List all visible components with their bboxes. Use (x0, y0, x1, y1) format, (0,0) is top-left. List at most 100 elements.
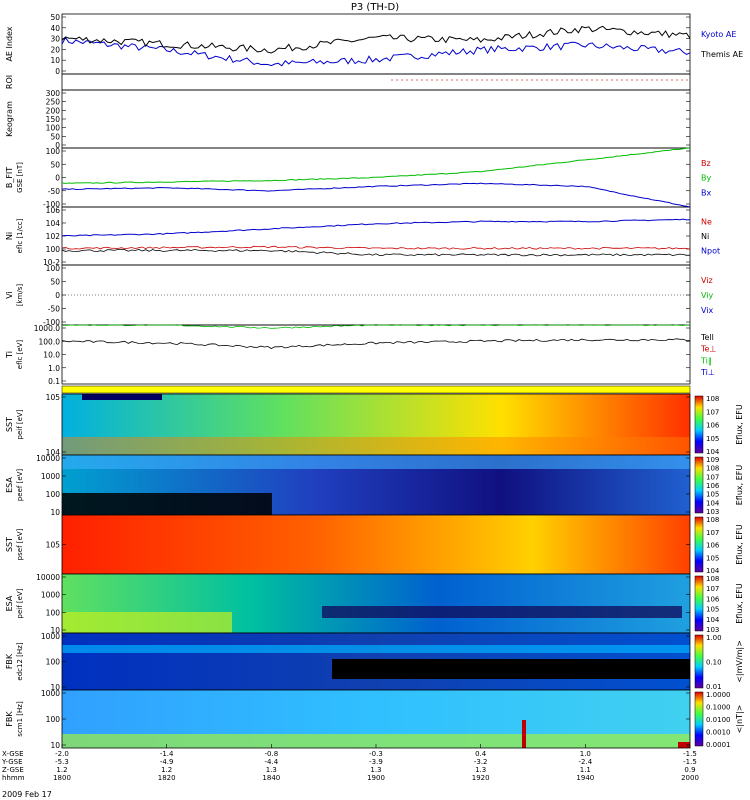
y-axis-label: Ni (5, 232, 14, 240)
y-tick-label: 30 (50, 35, 60, 44)
roi-mark (456, 79, 458, 81)
colorbar-tick: 107 (706, 408, 719, 416)
x-row-label: X-GSE (2, 750, 24, 758)
panel-frame (61, 89, 691, 149)
roi-mark (556, 79, 558, 81)
y-axis-unit: [km/s] (16, 284, 24, 307)
y-tick-label: 106 (46, 206, 61, 215)
y-tick-label: 1000 (41, 689, 60, 698)
roi-mark (481, 79, 483, 81)
panel-frame (61, 324, 691, 385)
y-tick-label: 10 (50, 626, 60, 635)
colorbar-tick: 106 (706, 422, 720, 430)
roi-mark (416, 79, 418, 81)
roi-mark (591, 79, 593, 81)
colorbar-tick: 105 (706, 491, 719, 499)
roi-mark (566, 79, 568, 81)
y-tick-label: -100 (43, 200, 60, 209)
y-tick-label: 100 (46, 147, 61, 156)
panel-frame (61, 73, 691, 91)
roi-mark (671, 79, 673, 81)
roi-mark (411, 79, 413, 81)
roi-mark (576, 79, 578, 81)
y-tick-label: -50 (48, 305, 60, 314)
x-tick-y: -1.5 (683, 758, 697, 766)
y-tick-label: 50 (50, 13, 60, 22)
x-tick-x: 0.4 (475, 750, 487, 758)
colorbar-tick: 103 (706, 626, 719, 634)
y-tick-label: 0 (55, 174, 60, 183)
y-axis-unit: edc12 [Hz] (16, 642, 24, 680)
x-tick-t: 2000 (681, 774, 699, 782)
legend-te: Te⊥ (700, 345, 716, 354)
x-row-label: Y-GSE (1, 758, 23, 766)
y-tick-label: 1000 (41, 472, 60, 481)
panel-roi: ROI (5, 73, 691, 91)
colorbar-tick: 105 (706, 435, 719, 443)
x-tick-x: -0.8 (264, 750, 278, 758)
colorbar-label: <|mV/m|> (735, 640, 744, 683)
y-tick-label: 10 (50, 741, 60, 750)
roi-mark (511, 79, 513, 81)
y-tick-label: -100 (43, 318, 60, 327)
roi-mark (686, 79, 688, 81)
colorbar-tick: 108 (706, 465, 719, 473)
colorbar-sst1 (694, 395, 704, 454)
y-tick-label: 0 (55, 291, 60, 300)
x-tick-x: -1.5 (683, 750, 697, 758)
colorbar-fbk1 (694, 634, 704, 689)
y-axis-label: Ti (5, 351, 14, 359)
colorbar-tick: 105 (706, 606, 719, 614)
roi-mark (666, 79, 668, 81)
roi-mark (476, 79, 478, 81)
y-tick-label: 104 (46, 219, 61, 228)
colorbar-tick: 103 (706, 508, 719, 516)
colorbar-tick: 107 (706, 529, 719, 537)
series-ne (61, 245, 691, 250)
x-tick-z: 1.2 (56, 766, 67, 774)
roi-mark (661, 79, 663, 81)
series-by (61, 147, 691, 184)
y-tick-label: 105 (46, 541, 61, 550)
colorbar-tick: 106 (706, 482, 720, 490)
roi-mark (526, 79, 528, 81)
roi-mark (596, 79, 598, 81)
x-tick-x: 1.0 (580, 750, 591, 758)
y-tick-label: 100 (46, 490, 61, 499)
y-tick-label: 20 (50, 45, 60, 54)
roi-mark (606, 79, 608, 81)
x-axis: X-GSEY-GSEZ-GSEhhmm-2.0-5.31.21800-1.4-4… (1, 744, 699, 782)
y-axis-unit: scm1 [Hz] (16, 701, 24, 737)
roi-mark (496, 79, 498, 81)
colorbar-label: Eflux, EFU (735, 583, 744, 624)
colorbar-tick: 104 (706, 499, 720, 507)
roi-mark (561, 79, 563, 81)
y-tick-label: 150 (46, 115, 61, 124)
colorbar-tick: 0.0010 (706, 729, 731, 737)
panel-frame (61, 264, 691, 326)
y-tick-label: 10.0 (43, 351, 60, 360)
y-tick-label: 40 (50, 24, 60, 33)
roi-mark (501, 79, 503, 81)
roi-mark (581, 79, 583, 81)
series-npot (61, 248, 691, 257)
x-tick-x: -0.3 (369, 750, 383, 758)
legend-ne: Ne (701, 218, 712, 227)
colorbar-esa2 (694, 575, 704, 632)
date-label: 2009 Feb 17 (2, 790, 52, 799)
x-tick-y: -5.3 (55, 758, 69, 766)
colorbar-tick: 108 (706, 575, 719, 583)
roi-mark (401, 79, 403, 81)
y-tick-label: 50 (50, 160, 60, 169)
roi-mark (571, 79, 573, 81)
legend-bx: Bx (701, 188, 711, 197)
x-tick-t: 1820 (158, 774, 176, 782)
y-tick-label: 105 (46, 393, 61, 402)
x-tick-z: 1.3 (370, 766, 381, 774)
y-tick-label: 100 (46, 264, 61, 273)
colorbar-sst2 (694, 516, 704, 573)
y-tick-label: 10 (50, 56, 60, 65)
